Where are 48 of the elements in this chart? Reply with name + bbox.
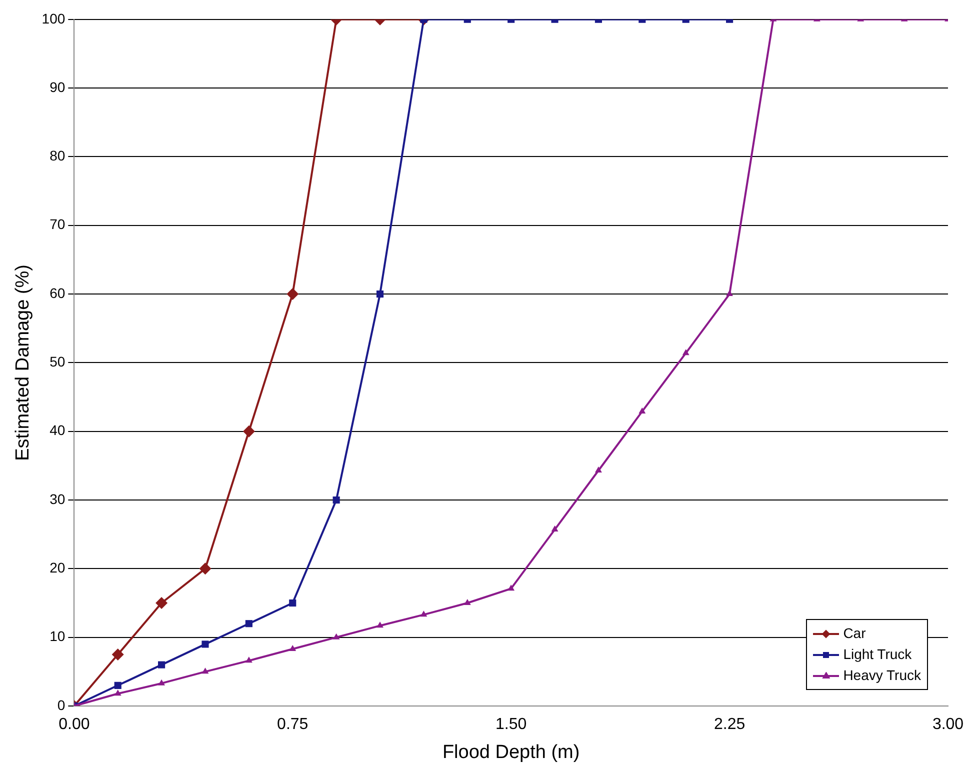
point xyxy=(156,597,168,610)
legend-label: Car xyxy=(843,624,866,643)
y-tick-label: 20 xyxy=(50,560,66,576)
point xyxy=(114,682,122,689)
point xyxy=(464,599,471,606)
point xyxy=(245,656,252,663)
point xyxy=(112,648,124,661)
point xyxy=(595,466,602,472)
point xyxy=(376,622,384,628)
y-tick-label: 70 xyxy=(50,216,66,232)
point xyxy=(376,290,384,298)
y-tick-label: 80 xyxy=(50,148,66,164)
point xyxy=(158,679,166,686)
point xyxy=(158,661,166,668)
y-tick-label: 50 xyxy=(50,354,66,370)
x-tick-label: 0.00 xyxy=(58,716,90,734)
x-axis-title: Flood Depth (m) xyxy=(442,742,580,763)
point xyxy=(202,640,209,648)
point xyxy=(289,645,296,652)
point xyxy=(289,599,296,607)
y-tick-label: 40 xyxy=(50,422,66,438)
point xyxy=(242,425,255,438)
point xyxy=(332,496,340,504)
point xyxy=(420,610,428,617)
point xyxy=(332,633,340,640)
legend-label: Heavy Truck xyxy=(843,666,921,685)
y-tick-label: 100 xyxy=(42,10,66,26)
point xyxy=(682,349,690,356)
x-tick-label: 1.50 xyxy=(496,716,527,734)
point xyxy=(245,620,252,628)
y-tick-label: 30 xyxy=(50,490,66,507)
point xyxy=(286,288,299,300)
y-axis-title: Estimated Damage (%) xyxy=(12,264,34,461)
legend-label: Light Truck xyxy=(843,645,912,664)
x-tick-label: 2.25 xyxy=(714,716,746,734)
x-tick-label: 3.00 xyxy=(932,716,964,734)
point xyxy=(199,562,212,575)
point xyxy=(202,668,209,674)
x-tick-label: 0.75 xyxy=(277,716,308,734)
point xyxy=(638,407,646,414)
point xyxy=(551,526,558,532)
point xyxy=(508,584,515,591)
y-tick-label: 10 xyxy=(50,628,66,644)
y-tick-label: 0 xyxy=(57,696,66,713)
y-tick-label: 90 xyxy=(50,78,66,95)
point xyxy=(114,690,122,696)
y-tick-label: 60 xyxy=(50,284,66,301)
point xyxy=(726,290,734,296)
